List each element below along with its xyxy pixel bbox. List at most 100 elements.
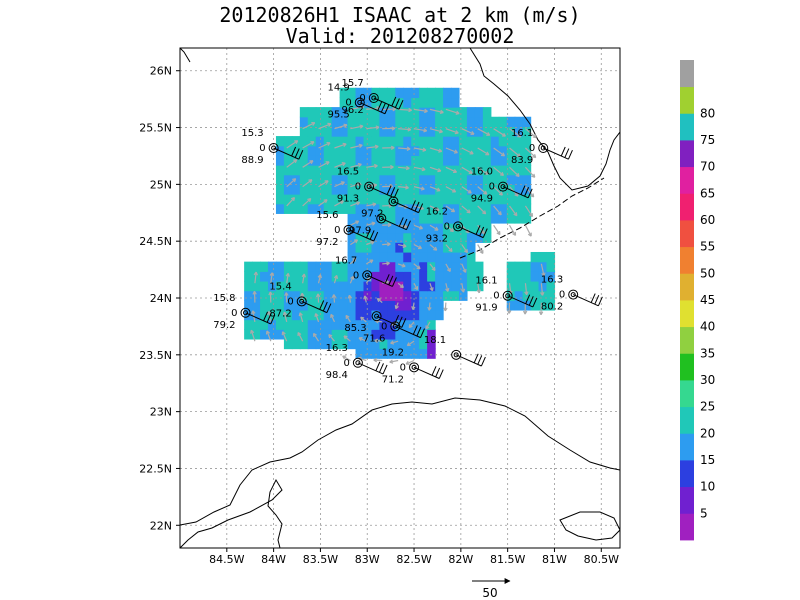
wind-barb-flag — [398, 217, 404, 227]
cuba-south-coastline — [180, 478, 283, 548]
wind-vector-head — [485, 171, 489, 175]
wind-cell — [283, 155, 293, 166]
station-marker-outer — [354, 97, 365, 108]
wind-cell — [419, 232, 428, 243]
wind-cell — [395, 271, 404, 282]
wind-cell — [498, 145, 508, 156]
wind-cell — [395, 242, 404, 253]
wind-vector — [302, 179, 313, 188]
wind-barb-flag — [377, 101, 383, 111]
wind-cell — [506, 261, 516, 272]
wind-cell — [323, 338, 333, 350]
wind-cell — [490, 165, 500, 176]
wind-cell — [466, 271, 476, 282]
wind-cell — [427, 338, 436, 350]
station-marker-inner — [390, 198, 396, 204]
wind-cell — [443, 136, 452, 147]
wind-cell — [498, 194, 508, 205]
wind-vector-head — [508, 310, 512, 314]
wind-cell — [403, 213, 412, 224]
wind-vector — [406, 340, 415, 347]
wind-cell — [419, 300, 428, 311]
station-marker-outer — [343, 224, 354, 235]
station-mid-value: 0 — [343, 358, 349, 369]
wind-cell — [307, 184, 317, 195]
wind-cell — [411, 136, 420, 147]
wind-vector — [445, 186, 456, 193]
wind-cell — [514, 203, 524, 214]
wind-cell — [403, 107, 412, 118]
wind-cell — [283, 280, 293, 292]
wind-cell — [419, 348, 428, 359]
wind-vector-head — [423, 128, 428, 132]
wind-vector — [286, 178, 297, 188]
wind-cell — [363, 338, 373, 350]
wind-cell — [435, 300, 444, 311]
wind-vector — [297, 332, 304, 342]
station: 16.2 093.2 — [426, 206, 488, 244]
wind-cell — [323, 107, 333, 118]
wind-vector-head — [375, 125, 380, 128]
wind-barb-flag — [393, 188, 399, 199]
wind-vector — [509, 224, 517, 236]
wind-cell — [451, 213, 460, 224]
station-top-value: 18.1 — [424, 335, 446, 346]
wind-vector-head — [403, 243, 407, 247]
wind-cell — [419, 107, 428, 118]
wind-cell — [347, 136, 357, 147]
wind-cell — [490, 184, 500, 195]
wind-vector-head — [290, 197, 295, 200]
wind-vector — [444, 302, 447, 311]
wind-cell — [347, 280, 357, 292]
station-marker-outer — [568, 289, 579, 300]
wind-cell — [514, 155, 524, 166]
wind-cell — [363, 97, 373, 108]
wind-cell — [411, 338, 420, 350]
wind-vector-head — [424, 108, 428, 112]
wind-vector — [333, 294, 336, 303]
wind-cell — [379, 338, 388, 350]
wind-vector — [299, 312, 304, 323]
wind-vector — [254, 271, 257, 284]
wind-cell — [443, 194, 452, 205]
station-mid-value: 0 — [444, 221, 450, 232]
wind-vector-head — [284, 292, 287, 296]
wind-cell — [427, 329, 436, 340]
wind-cell — [443, 107, 452, 118]
x-tick-label: 84W — [261, 553, 286, 566]
wind-vector-head — [298, 312, 301, 317]
wind-barb-flag — [525, 294, 531, 304]
wind-vector — [328, 334, 335, 342]
vector-reference: 50 — [472, 578, 511, 600]
wind-cell — [315, 194, 325, 205]
wind-cell — [323, 126, 333, 137]
wind-cell — [331, 290, 341, 301]
wind-vector-head — [282, 311, 285, 316]
wind-cell — [307, 203, 317, 214]
wind-cell — [427, 87, 436, 99]
wind-cell — [435, 271, 444, 282]
wind-vector-head — [502, 152, 506, 157]
station-marker-outer — [268, 143, 279, 153]
wind-vector-head — [343, 123, 348, 126]
wind-cell — [482, 213, 492, 224]
wind-cell — [307, 116, 317, 128]
station-bottom-value: 95.5 — [327, 110, 349, 121]
wind-cell — [427, 290, 436, 301]
wind-cell — [482, 145, 492, 156]
wind-cell — [355, 329, 365, 340]
wind-cell — [283, 165, 293, 176]
station-bottom-value: 85.3 — [344, 323, 366, 334]
wind-cell — [419, 251, 428, 263]
wind-cell — [403, 309, 412, 321]
wind-cell — [443, 174, 452, 185]
wind-barb-flag — [590, 293, 596, 303]
station: 97.2 — [361, 196, 424, 219]
wind-cell — [474, 203, 484, 214]
wind-cell — [347, 184, 357, 195]
wind-cell — [347, 203, 357, 214]
colorbar-swatch — [680, 140, 694, 168]
wind-cell — [268, 290, 277, 301]
wind-cell — [482, 155, 492, 166]
wind-cell — [299, 338, 309, 350]
